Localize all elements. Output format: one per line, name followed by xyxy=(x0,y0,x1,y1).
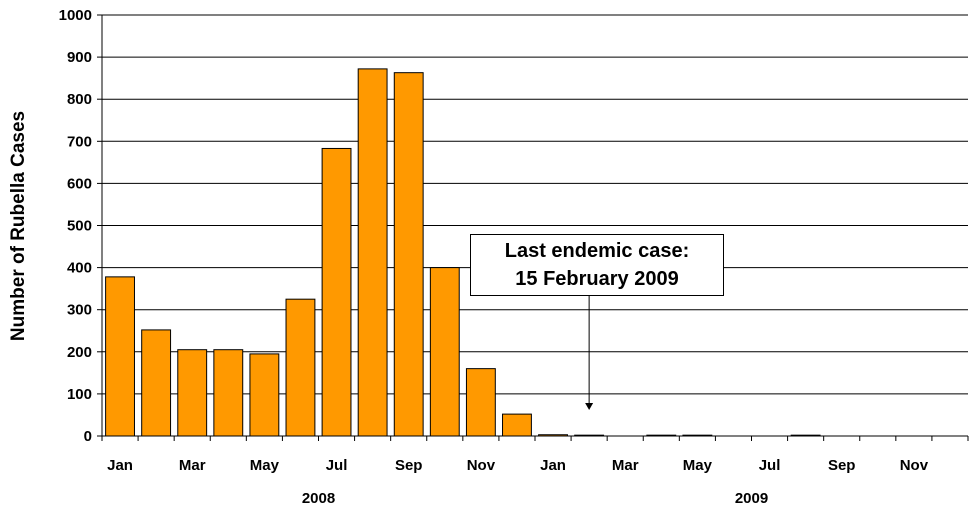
arrow-head xyxy=(585,403,594,410)
annotation-line-2: 15 February 2009 xyxy=(515,268,679,290)
x-tick-label: Nov xyxy=(467,457,496,474)
y-tick-label: 100 xyxy=(67,386,92,403)
x-tick-label: Sep xyxy=(828,457,856,474)
bar xyxy=(249,353,280,437)
y-tick-label: 1000 xyxy=(59,7,92,24)
bar xyxy=(465,368,496,437)
year-label: 2008 xyxy=(302,490,335,507)
bar xyxy=(502,413,532,437)
bar xyxy=(321,147,352,437)
x-tick-label: May xyxy=(683,457,713,474)
y-tick-label: 400 xyxy=(67,260,92,277)
annotation-arrow xyxy=(585,296,594,410)
y-axis-title: Number of Rubella Cases xyxy=(8,111,29,341)
y-tick-label: 900 xyxy=(67,49,92,66)
x-tick-label: Nov xyxy=(900,457,929,474)
y-tick-label: 700 xyxy=(67,133,92,150)
x-tick-label: Jul xyxy=(326,457,348,474)
labels: 0 100 200 300 400 500 600 700 800 900 1000 Jan Mar Ma… xyxy=(59,7,929,507)
annotation-line-1: Last endemic case: xyxy=(504,240,690,262)
x-tick-label: Jul xyxy=(759,457,781,474)
bar xyxy=(105,276,135,437)
y-tick-label: 0 xyxy=(84,428,92,445)
y-tick-label: 200 xyxy=(67,344,92,361)
bar xyxy=(141,329,172,437)
y-tick-label: 300 xyxy=(67,302,92,319)
bar xyxy=(357,68,388,437)
y-tick-label: 500 xyxy=(67,218,92,235)
y-tick-label: 800 xyxy=(67,91,92,108)
bar xyxy=(285,298,316,437)
axes xyxy=(97,14,969,441)
year-label: 2009 xyxy=(735,490,768,507)
x-tick-label: May xyxy=(250,457,280,474)
x-tick-label: Sep xyxy=(395,457,423,474)
x-tick-label: Mar xyxy=(179,457,206,474)
bars xyxy=(105,68,821,437)
y-tick-label: 600 xyxy=(67,175,92,192)
x-tick-label: Jan xyxy=(107,457,133,474)
annotation-box: Last endemic case: 15 February 2009 xyxy=(470,234,724,296)
bar xyxy=(393,72,424,437)
bar xyxy=(429,267,460,437)
x-tick-label: Mar xyxy=(612,457,639,474)
bar xyxy=(177,349,208,437)
x-tick-label: Jan xyxy=(540,457,566,474)
bar xyxy=(213,349,244,437)
